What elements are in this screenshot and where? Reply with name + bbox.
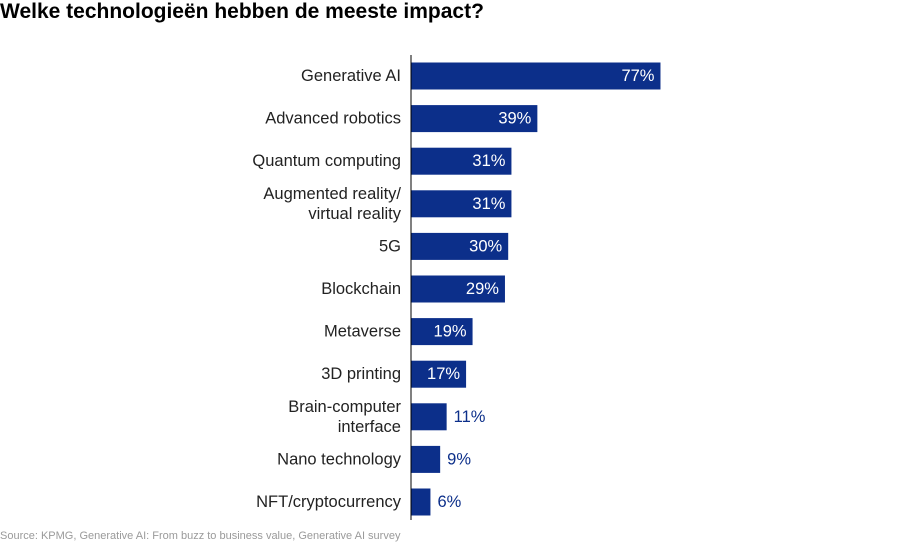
bar xyxy=(411,488,431,516)
bar xyxy=(411,403,447,431)
category-label: 5G xyxy=(379,237,401,255)
bar-chart: 77% Generative AI 39% Advanced robotics 31% Q… xyxy=(252,55,661,520)
bar-value-label: 9% xyxy=(447,450,471,468)
category-label-line: 3D printing xyxy=(321,365,401,383)
category-label-line: 5G xyxy=(379,237,401,255)
bars-group: 77% Generative AI 39% Advanced robotics 31% Q… xyxy=(252,62,661,516)
source-note: Source: KPMG, Generative AI: From buzz t… xyxy=(0,530,401,542)
bar-value-label: 29% xyxy=(466,280,499,298)
bar-value-label: 6% xyxy=(437,493,461,511)
bar xyxy=(411,445,441,473)
bar xyxy=(411,275,505,303)
category-label: Brain-computer interface xyxy=(288,398,401,436)
category-label-line: virtual reality xyxy=(308,205,401,223)
bar xyxy=(411,190,512,218)
bar xyxy=(411,232,509,260)
bar-value-label: 19% xyxy=(434,323,467,341)
bar-value-label: 77% xyxy=(621,67,654,85)
bar-value-label: 31% xyxy=(472,195,505,213)
category-label-line: Brain-computer xyxy=(288,398,401,416)
bar-value-label: 17% xyxy=(427,365,460,383)
category-label: Augmented reality/virtual reality xyxy=(263,185,401,223)
category-label-line: Nano technology xyxy=(277,450,402,468)
category-label: Quantum computing xyxy=(252,152,401,170)
category-label: Generative AI xyxy=(301,67,401,85)
bar xyxy=(411,62,661,90)
bar-value-label: 31% xyxy=(472,152,505,170)
category-label: Nano technology xyxy=(277,450,402,468)
bar-value-label: 11% xyxy=(454,408,486,426)
category-label-line: NFT/cryptocurrency xyxy=(256,493,402,511)
bar xyxy=(411,105,538,133)
category-label-line: Generative AI xyxy=(301,67,401,85)
chart-title: Welke technologieën hebben de meeste imp… xyxy=(0,0,484,23)
category-label-line: Quantum computing xyxy=(252,152,401,170)
category-label: Metaverse xyxy=(324,323,401,341)
category-label-line: interface xyxy=(338,418,401,436)
category-label-line: Advanced robotics xyxy=(265,110,401,128)
category-label: Blockchain xyxy=(321,280,401,298)
bar xyxy=(411,147,512,175)
category-label-line: Metaverse xyxy=(324,323,401,341)
category-label: Advanced robotics xyxy=(265,110,401,128)
bar-value-label: 30% xyxy=(469,237,502,255)
category-label: NFT/cryptocurrency xyxy=(256,493,402,511)
bar xyxy=(411,318,473,346)
category-label: 3D printing xyxy=(321,365,401,383)
bar-value-label: 39% xyxy=(498,110,531,128)
category-label-line: Blockchain xyxy=(321,280,401,298)
category-label-line: Augmented reality/ xyxy=(263,185,401,203)
bar xyxy=(411,360,467,388)
